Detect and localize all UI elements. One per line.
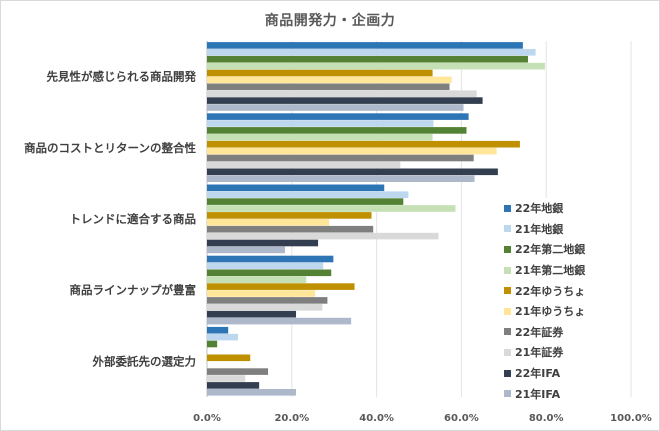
bar [207, 113, 469, 120]
bar [207, 90, 477, 97]
bar [207, 246, 286, 254]
chart-title: 商品開発力・企画力 [264, 13, 396, 29]
category-label: 商品のコストとリターンの整合性 [24, 141, 196, 155]
legend-label: 21年ゆうちょ [515, 305, 586, 319]
bar [207, 232, 439, 240]
legend-swatch [504, 245, 511, 253]
bar [207, 276, 307, 283]
bar [207, 375, 246, 382]
x-tick-label: 0.0% [193, 413, 221, 424]
bar [207, 368, 269, 375]
category-label: 外部委託先の選定力 [92, 354, 197, 368]
legend-swatch [504, 328, 511, 336]
legend-label: 21年地銀 [515, 222, 564, 236]
bar [207, 191, 409, 198]
legend-label: 22年ゆうちょ [515, 284, 586, 298]
bar [207, 49, 536, 56]
bar [207, 389, 297, 396]
bar [207, 161, 401, 169]
bar [207, 42, 523, 49]
legend-swatch [504, 348, 511, 356]
bar [207, 76, 452, 84]
legend-item: 21年ゆうちょ [498, 301, 614, 322]
legend-swatch [504, 287, 511, 295]
legend-item: 21年IFA [498, 383, 614, 404]
legend-item: 21年地銀 [498, 219, 614, 240]
bar [207, 225, 374, 233]
legend-swatch [504, 390, 511, 398]
bar [207, 219, 330, 226]
bar [207, 340, 218, 348]
x-tick-label: 20.0% [274, 413, 309, 424]
bar [207, 134, 433, 141]
bar [207, 175, 475, 182]
bar [207, 120, 434, 127]
bar [207, 184, 385, 192]
legend-label: 21年第二地銀 [515, 264, 586, 278]
bar [207, 97, 483, 104]
legend-swatch [504, 225, 511, 233]
legend-swatch [504, 369, 511, 377]
bar [207, 262, 324, 270]
legend-item: 22年証券 [498, 322, 614, 343]
bar [207, 62, 545, 70]
bar [207, 333, 238, 341]
x-tick-labels: 0.0% 20.0% 40.0% 60.0% 80.0% 100.0% [193, 413, 652, 424]
x-tick-label: 60.0% [444, 413, 479, 424]
legend-label: 22年第二地銀 [515, 243, 586, 257]
bar [207, 198, 404, 205]
bar [207, 326, 229, 334]
legend-item: 22年第二地銀 [498, 239, 614, 260]
category-labels: 先見性が感じられる商品開発商品のコストとリターンの整合性トレンドに適合する商品商… [24, 70, 196, 369]
bar [207, 83, 450, 91]
bar [207, 239, 319, 247]
category-label: 先見性が感じられる商品開発 [47, 70, 197, 84]
bar [207, 55, 528, 63]
bars [207, 42, 545, 396]
category-label: トレンドに適合する商品 [70, 212, 197, 226]
bar [207, 69, 433, 77]
legend-item: 22年地銀 [498, 198, 614, 219]
x-tick-label: 80.0% [529, 413, 564, 424]
bar [207, 255, 334, 263]
legend-label: 22年IFA [515, 367, 561, 381]
bar [207, 104, 464, 111]
bar [207, 212, 372, 219]
bar [207, 317, 352, 325]
legend-item: 21年証券 [498, 342, 614, 363]
bar [207, 140, 520, 148]
bar [207, 310, 297, 318]
bar [207, 297, 328, 304]
legend-item: 22年IFA [498, 363, 614, 384]
bar [207, 290, 316, 297]
bar [207, 127, 467, 134]
legend-swatch [504, 204, 511, 212]
legend: 22年地銀 21年地銀 22年第二地銀 21年第二地銀 22年ゆうちょ 21年ゆうちょ 22… [498, 198, 614, 404]
legend-label: 22年証券 [515, 325, 564, 339]
bar [207, 354, 251, 362]
legend-swatch [504, 266, 511, 274]
x-tick-label: 40.0% [359, 413, 394, 424]
legend-swatch [504, 307, 511, 315]
bar [207, 168, 498, 176]
bar [207, 205, 456, 212]
bar [207, 304, 323, 311]
legend-label: 21年証券 [515, 346, 564, 360]
legend-item: 22年ゆうちょ [498, 280, 614, 301]
bar [207, 382, 260, 389]
legend-label: 21年IFA [515, 387, 561, 401]
bar [207, 154, 474, 162]
bar [207, 283, 355, 290]
category-label: 商品ラインナップが豊富 [70, 283, 197, 297]
bar [207, 269, 332, 277]
legend-item: 21年第二地銀 [498, 260, 614, 281]
bar [207, 147, 497, 155]
legend-label: 22年地銀 [515, 202, 564, 216]
x-tick-label: 100.0% [610, 413, 652, 424]
